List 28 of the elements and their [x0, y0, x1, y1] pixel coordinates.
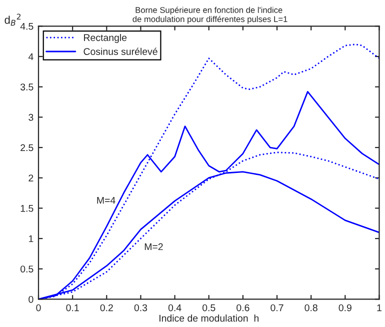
y-tick-label: 4.5 [20, 22, 34, 30]
x-tick-label: 0.4 [168, 304, 182, 312]
x-tick-label: 0.5 [202, 304, 216, 312]
x-tick-label: 0.6 [236, 304, 250, 312]
legend-label: Cosinus surélevé [84, 48, 158, 56]
legend-label: Rectangle [84, 34, 127, 43]
y-tick-label: 2.5 [20, 144, 34, 152]
x-tick-label: 0.9 [338, 304, 352, 312]
x-tick-label: 0.7 [270, 304, 284, 312]
y-tick-label: 4 [28, 53, 34, 60]
x-tick-label: 0 [36, 304, 41, 312]
y-tick-label: 3.5 [20, 84, 34, 90]
y-tick-label: 0.5 [20, 266, 34, 272]
x-axis-title: Indice de modulation h [160, 314, 258, 322]
y-tick-label: 1 [28, 235, 34, 242]
x-tick-label: 0.1 [66, 304, 79, 312]
y-tick-label: 1.5 [20, 205, 34, 212]
y-tick-label: 2 [28, 174, 34, 182]
y-tick-label: 0 [28, 296, 34, 303]
y-axis-title: d$_{B}$$^{2}$ [4, 14, 20, 26]
chart-title: Borne Supérieure en fonction de l'indice de modulation pour différentes pulses L=1 [132, 6, 288, 24]
x-tick-label: 0.3 [134, 304, 148, 312]
annotation: M=2 [144, 243, 163, 250]
x-tick-label: 1 [377, 304, 382, 312]
y-tick-label: 3 [28, 114, 34, 121]
annotation: M=4 [97, 196, 116, 204]
x-tick-label: 0.8 [304, 304, 318, 312]
x-tick-label: 0.2 [100, 304, 113, 312]
